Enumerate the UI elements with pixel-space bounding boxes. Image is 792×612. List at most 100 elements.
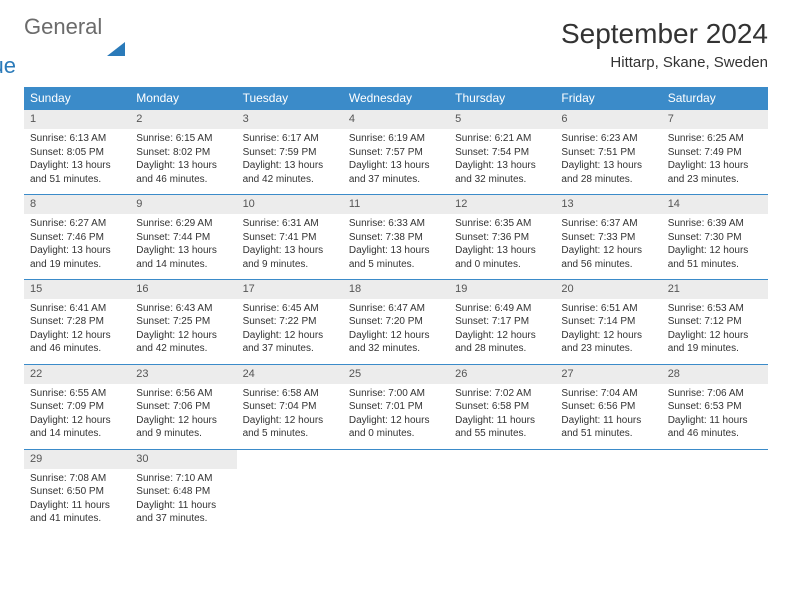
sunset-text: Sunset: 7:44 PM (136, 231, 230, 245)
calendar-day-cell: 20Sunrise: 6:51 AMSunset: 7:14 PMDayligh… (555, 280, 661, 365)
calendar-day-cell: 5Sunrise: 6:21 AMSunset: 7:54 PMDaylight… (449, 110, 555, 195)
header: General Blue September 2024 Hittarp, Ska… (24, 18, 768, 75)
daylight-text: Daylight: 12 hours and 46 minutes. (30, 329, 124, 356)
day-body: Sunrise: 6:19 AMSunset: 7:57 PMDaylight:… (343, 129, 449, 194)
day-body: Sunrise: 6:33 AMSunset: 7:38 PMDaylight:… (343, 214, 449, 279)
day-number: 24 (237, 365, 343, 384)
calendar-day-cell: 18Sunrise: 6:47 AMSunset: 7:20 PMDayligh… (343, 280, 449, 365)
daylight-text: Daylight: 12 hours and 0 minutes. (349, 414, 443, 441)
sunset-text: Sunset: 7:17 PM (455, 315, 549, 329)
sunrise-text: Sunrise: 6:56 AM (136, 387, 230, 401)
sunrise-text: Sunrise: 6:45 AM (243, 302, 337, 316)
daylight-text: Daylight: 12 hours and 32 minutes. (349, 329, 443, 356)
sunrise-text: Sunrise: 6:31 AM (243, 217, 337, 231)
sunrise-text: Sunrise: 7:02 AM (455, 387, 549, 401)
day-number: 9 (130, 195, 236, 214)
day-body: Sunrise: 6:43 AMSunset: 7:25 PMDaylight:… (130, 299, 236, 364)
daylight-text: Daylight: 13 hours and 23 minutes. (668, 159, 762, 186)
calendar-day-cell: 16Sunrise: 6:43 AMSunset: 7:25 PMDayligh… (130, 280, 236, 365)
day-body: Sunrise: 6:31 AMSunset: 7:41 PMDaylight:… (237, 214, 343, 279)
sunrise-text: Sunrise: 6:35 AM (455, 217, 549, 231)
sunset-text: Sunset: 7:04 PM (243, 400, 337, 414)
day-body: Sunrise: 6:49 AMSunset: 7:17 PMDaylight:… (449, 299, 555, 364)
sunrise-text: Sunrise: 6:21 AM (455, 132, 549, 146)
sunset-text: Sunset: 6:56 PM (561, 400, 655, 414)
sunrise-text: Sunrise: 6:25 AM (668, 132, 762, 146)
sunset-text: Sunset: 6:58 PM (455, 400, 549, 414)
logo-text-blue: Blue (0, 57, 102, 76)
sunset-text: Sunset: 7:49 PM (668, 146, 762, 160)
sunset-text: Sunset: 7:01 PM (349, 400, 443, 414)
sunrise-text: Sunrise: 6:37 AM (561, 217, 655, 231)
calendar-day-cell (237, 449, 343, 533)
calendar-day-cell (555, 449, 661, 533)
sunset-text: Sunset: 7:25 PM (136, 315, 230, 329)
day-body: Sunrise: 6:41 AMSunset: 7:28 PMDaylight:… (24, 299, 130, 364)
sunset-text: Sunset: 7:57 PM (349, 146, 443, 160)
calendar-week-row: 1Sunrise: 6:13 AMSunset: 8:05 PMDaylight… (24, 110, 768, 195)
sunrise-text: Sunrise: 6:13 AM (30, 132, 124, 146)
day-number: 3 (237, 110, 343, 129)
calendar-day-cell: 23Sunrise: 6:56 AMSunset: 7:06 PMDayligh… (130, 364, 236, 449)
weekday-header-row: SundayMondayTuesdayWednesdayThursdayFrid… (24, 87, 768, 110)
day-number: 14 (662, 195, 768, 214)
sunset-text: Sunset: 7:30 PM (668, 231, 762, 245)
day-number: 13 (555, 195, 661, 214)
weekday-header: Tuesday (237, 87, 343, 110)
calendar-day-cell: 13Sunrise: 6:37 AMSunset: 7:33 PMDayligh… (555, 195, 661, 280)
calendar-week-row: 8Sunrise: 6:27 AMSunset: 7:46 PMDaylight… (24, 195, 768, 280)
daylight-text: Daylight: 13 hours and 42 minutes. (243, 159, 337, 186)
daylight-text: Daylight: 12 hours and 14 minutes. (30, 414, 124, 441)
sunrise-text: Sunrise: 6:27 AM (30, 217, 124, 231)
calendar-day-cell (662, 449, 768, 533)
daylight-text: Daylight: 13 hours and 32 minutes. (455, 159, 549, 186)
sunrise-text: Sunrise: 6:53 AM (668, 302, 762, 316)
sunset-text: Sunset: 7:41 PM (243, 231, 337, 245)
calendar-day-cell: 19Sunrise: 6:49 AMSunset: 7:17 PMDayligh… (449, 280, 555, 365)
daylight-text: Daylight: 11 hours and 51 minutes. (561, 414, 655, 441)
weekday-header: Thursday (449, 87, 555, 110)
calendar-day-cell: 22Sunrise: 6:55 AMSunset: 7:09 PMDayligh… (24, 364, 130, 449)
day-number: 22 (24, 365, 130, 384)
sunrise-text: Sunrise: 6:47 AM (349, 302, 443, 316)
sunset-text: Sunset: 7:46 PM (30, 231, 124, 245)
daylight-text: Daylight: 12 hours and 56 minutes. (561, 244, 655, 271)
calendar-day-cell: 1Sunrise: 6:13 AMSunset: 8:05 PMDaylight… (24, 110, 130, 195)
day-number: 17 (237, 280, 343, 299)
calendar-table: SundayMondayTuesdayWednesdayThursdayFrid… (24, 87, 768, 533)
sunrise-text: Sunrise: 6:19 AM (349, 132, 443, 146)
day-number: 28 (662, 365, 768, 384)
daylight-text: Daylight: 13 hours and 5 minutes. (349, 244, 443, 271)
sunrise-text: Sunrise: 6:49 AM (455, 302, 549, 316)
day-number: 4 (343, 110, 449, 129)
day-body: Sunrise: 6:29 AMSunset: 7:44 PMDaylight:… (130, 214, 236, 279)
calendar-day-cell: 2Sunrise: 6:15 AMSunset: 8:02 PMDaylight… (130, 110, 236, 195)
sunset-text: Sunset: 7:38 PM (349, 231, 443, 245)
day-body: Sunrise: 6:51 AMSunset: 7:14 PMDaylight:… (555, 299, 661, 364)
weekday-header: Friday (555, 87, 661, 110)
day-body: Sunrise: 6:17 AMSunset: 7:59 PMDaylight:… (237, 129, 343, 194)
calendar-day-cell: 24Sunrise: 6:58 AMSunset: 7:04 PMDayligh… (237, 364, 343, 449)
calendar-day-cell: 7Sunrise: 6:25 AMSunset: 7:49 PMDaylight… (662, 110, 768, 195)
calendar-day-cell: 12Sunrise: 6:35 AMSunset: 7:36 PMDayligh… (449, 195, 555, 280)
day-body: Sunrise: 6:39 AMSunset: 7:30 PMDaylight:… (662, 214, 768, 279)
day-body: Sunrise: 7:08 AMSunset: 6:50 PMDaylight:… (24, 469, 130, 534)
daylight-text: Daylight: 13 hours and 46 minutes. (136, 159, 230, 186)
daylight-text: Daylight: 12 hours and 23 minutes. (561, 329, 655, 356)
sunrise-text: Sunrise: 7:00 AM (349, 387, 443, 401)
sunset-text: Sunset: 8:02 PM (136, 146, 230, 160)
sunset-text: Sunset: 7:54 PM (455, 146, 549, 160)
day-number: 1 (24, 110, 130, 129)
sunset-text: Sunset: 7:36 PM (455, 231, 549, 245)
daylight-text: Daylight: 12 hours and 19 minutes. (668, 329, 762, 356)
calendar-day-cell: 9Sunrise: 6:29 AMSunset: 7:44 PMDaylight… (130, 195, 236, 280)
day-body: Sunrise: 6:23 AMSunset: 7:51 PMDaylight:… (555, 129, 661, 194)
day-body: Sunrise: 6:15 AMSunset: 8:02 PMDaylight:… (130, 129, 236, 194)
daylight-text: Daylight: 12 hours and 5 minutes. (243, 414, 337, 441)
calendar-day-cell: 3Sunrise: 6:17 AMSunset: 7:59 PMDaylight… (237, 110, 343, 195)
sunrise-text: Sunrise: 6:43 AM (136, 302, 230, 316)
day-number: 2 (130, 110, 236, 129)
day-number: 11 (343, 195, 449, 214)
day-number: 25 (343, 365, 449, 384)
day-body: Sunrise: 6:13 AMSunset: 8:05 PMDaylight:… (24, 129, 130, 194)
